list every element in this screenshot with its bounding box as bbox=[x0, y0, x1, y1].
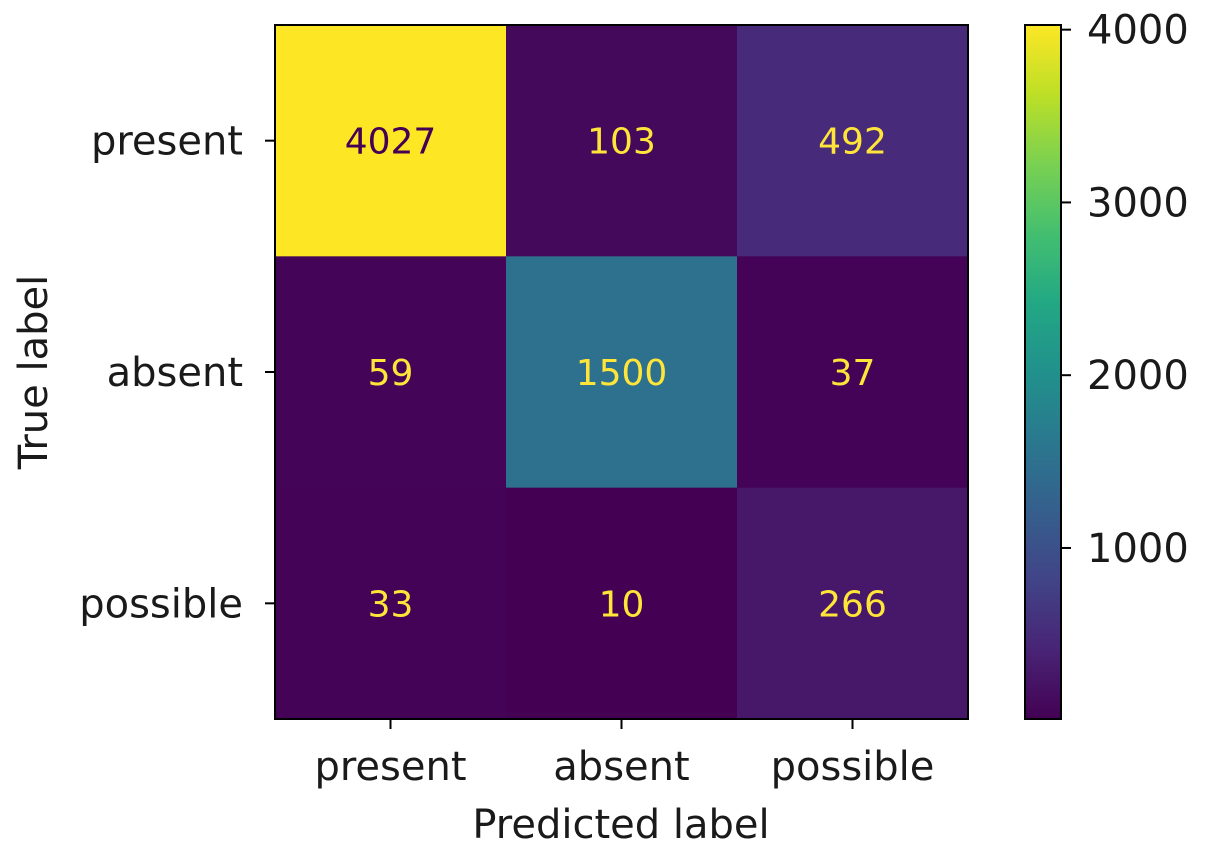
y-axis-title: True label bbox=[11, 275, 57, 470]
x-axis-title: Predicted label bbox=[472, 802, 769, 848]
heatmap-cell-value: 10 bbox=[599, 584, 645, 625]
heatmap-cell-labels: 4027 103 492 59 1500 37 33 10 266 bbox=[345, 122, 887, 626]
heatmap-cell-value: 103 bbox=[587, 122, 656, 163]
heatmap-cell-value: 37 bbox=[830, 353, 876, 394]
heatmap-cell-value: 1500 bbox=[576, 353, 668, 394]
heatmap-cell bbox=[737, 487, 969, 720]
colorbar-tick-label: 3000 bbox=[1087, 180, 1189, 226]
colorbar bbox=[1024, 24, 1062, 720]
heatmap-cells bbox=[275, 25, 969, 720]
y-tick-label: possible bbox=[79, 581, 243, 627]
y-axis-ticks: present absent possible bbox=[79, 119, 275, 627]
x-tick-label: present bbox=[314, 744, 466, 790]
heatmap-cell bbox=[506, 487, 738, 720]
x-axis-ticks: present absent possible bbox=[314, 719, 934, 790]
heatmap-cell bbox=[737, 25, 969, 257]
colorbar-tick-label: 1000 bbox=[1087, 526, 1189, 572]
colorbar-tick-label: 2000 bbox=[1087, 353, 1189, 399]
colorbar-ticks: 1000 2000 3000 4000 bbox=[1061, 8, 1189, 572]
x-tick-label: absent bbox=[553, 744, 689, 790]
heatmap-cell bbox=[275, 25, 507, 257]
heatmap-cell bbox=[506, 256, 738, 489]
heatmap-cell bbox=[275, 256, 507, 489]
heatmap-cell-value: 33 bbox=[368, 584, 414, 625]
heatmap-cell-value: 492 bbox=[818, 122, 887, 163]
heatmap-cell-value: 4027 bbox=[345, 122, 437, 163]
y-tick-label: absent bbox=[107, 350, 243, 396]
x-tick-label: possible bbox=[771, 744, 935, 790]
colorbar-tick-label: 4000 bbox=[1087, 8, 1189, 54]
heatmap-cell-value: 59 bbox=[368, 353, 414, 394]
heatmap-cell bbox=[275, 487, 507, 720]
y-tick-label: present bbox=[91, 119, 243, 165]
heatmap-cell bbox=[506, 25, 738, 257]
heatmap-cell-value: 266 bbox=[818, 584, 887, 625]
heatmap-cell bbox=[737, 256, 969, 489]
